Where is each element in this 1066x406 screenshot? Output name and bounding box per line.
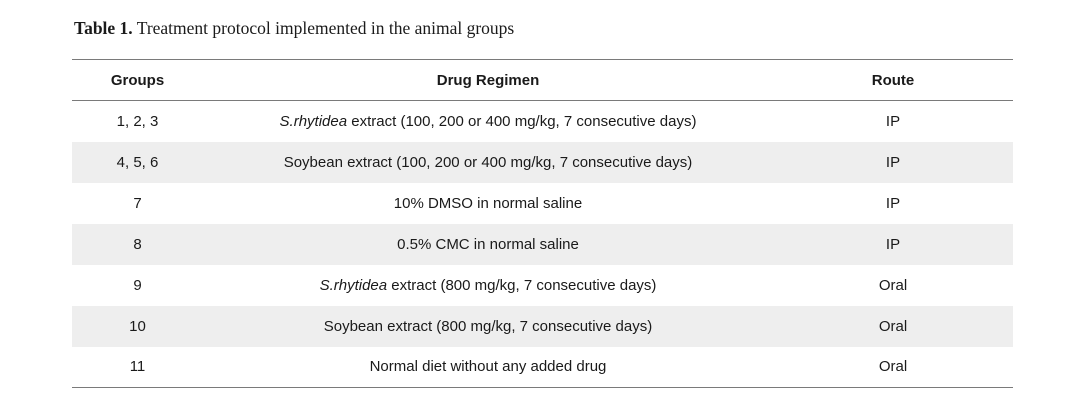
cell-route: Oral xyxy=(878,276,908,294)
regimen-text: 0.5% CMC in normal saline xyxy=(397,235,579,253)
table-header-row: Groups Drug Regimen Route xyxy=(72,59,1013,101)
cell-drug-regimen: 10% DMSO in normal saline xyxy=(203,183,773,224)
table-row: 10 Soybean extract (800 mg/kg, 7 consecut… xyxy=(72,305,1013,347)
cell-groups: 10 xyxy=(129,317,146,335)
cell-route: IP xyxy=(885,235,901,253)
regimen-text: extract (800 mg/kg, 7 consecutive days) xyxy=(387,276,657,294)
cell-drug-regimen: S.rhytidea extract (800 mg/kg, 7 consecu… xyxy=(203,265,773,306)
table-row: 7 10% DMSO in normal saline IP xyxy=(72,183,1013,224)
species-name: S.rhytidea xyxy=(319,276,388,294)
table-row: 11 Normal diet without any added drug Oral xyxy=(72,347,1013,388)
table-row: 4, 5, 6 Soybean extract (100, 200 or 400 … xyxy=(72,141,1013,183)
cell-route: Oral xyxy=(878,358,908,376)
regimen-text: 10% DMSO in normal saline xyxy=(393,194,583,212)
cell-groups: 4, 5, 6 xyxy=(116,153,159,171)
cell-route: IP xyxy=(885,112,901,130)
table-row: 9 S.rhytidea extract (800 mg/kg, 7 consec… xyxy=(72,265,1013,306)
cell-groups: 11 xyxy=(129,358,146,376)
table-caption-text: Treatment protocol implemented in the an… xyxy=(136,18,515,38)
cell-drug-regimen: Soybean extract (800 mg/kg, 7 consecutiv… xyxy=(203,306,773,347)
cell-groups: 8 xyxy=(133,235,142,253)
cell-drug-regimen: 0.5% CMC in normal saline xyxy=(203,224,773,265)
cell-route: IP xyxy=(885,194,901,212)
header-drug-regimen: Drug Regimen xyxy=(203,59,773,101)
cell-drug-regimen: Soybean extract (100, 200 or 400 mg/kg, … xyxy=(203,142,773,183)
table-caption-label: Table 1. xyxy=(74,18,133,38)
table-body: 1, 2, 3 S.rhytidea extract (100, 200 or 4… xyxy=(72,101,1013,388)
cell-groups: 1, 2, 3 xyxy=(116,112,159,130)
table-row: 1, 2, 3 S.rhytidea extract (100, 200 or 4… xyxy=(72,101,1013,142)
cell-drug-regimen: S.rhytidea extract (100, 200 or 400 mg/k… xyxy=(203,101,773,142)
cell-route: IP xyxy=(885,153,901,171)
table-row: 8 0.5% CMC in normal saline IP xyxy=(72,223,1013,265)
cell-drug-regimen: Normal diet without any added drug xyxy=(203,347,773,388)
regimen-text: Soybean extract (800 mg/kg, 7 consecutiv… xyxy=(323,317,653,335)
header-groups: Groups xyxy=(72,59,203,101)
treatment-protocol-table: Groups Drug Regimen Route 1, 2, 3 S.rhyti… xyxy=(72,59,1013,388)
cell-groups: 7 xyxy=(133,194,142,212)
header-route: Route xyxy=(773,59,1013,101)
table-caption: Table 1. Treatment protocol implemented … xyxy=(74,18,514,39)
cell-route: Oral xyxy=(878,317,908,335)
regimen-text: Soybean extract (100, 200 or 400 mg/kg, … xyxy=(283,153,693,171)
regimen-text: extract (100, 200 or 400 mg/kg, 7 consec… xyxy=(347,112,697,130)
species-name: S.rhytidea xyxy=(279,112,348,130)
cell-groups: 9 xyxy=(133,276,142,294)
regimen-text: Normal diet without any added drug xyxy=(369,358,607,376)
